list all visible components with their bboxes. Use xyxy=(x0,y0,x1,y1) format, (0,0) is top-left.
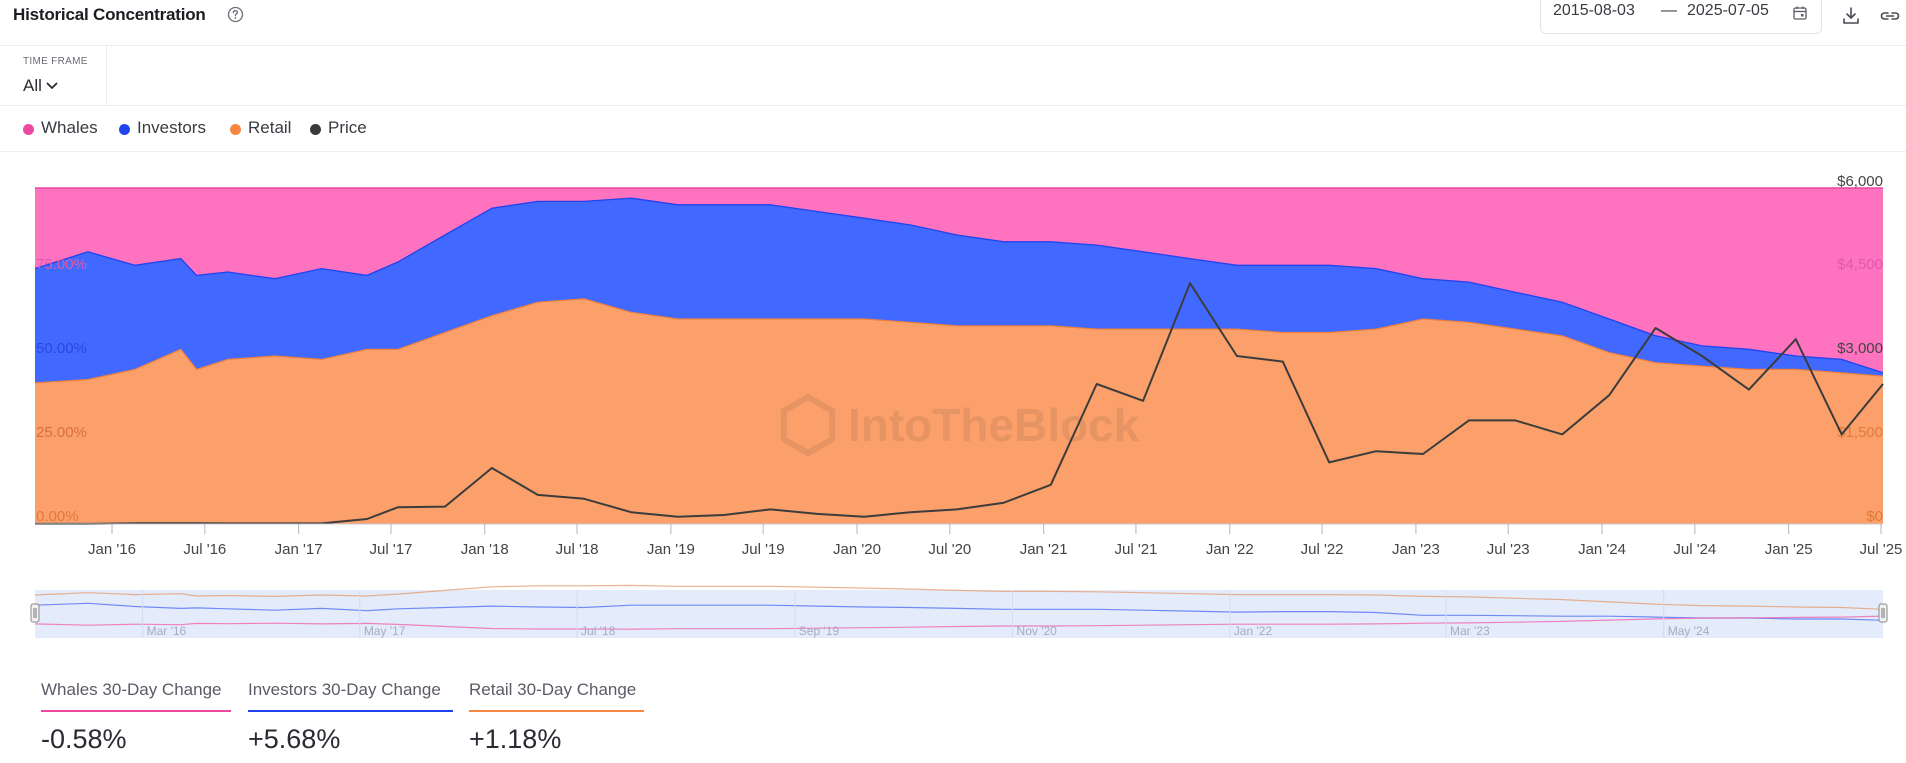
x-tick-label: Jan '25 xyxy=(1765,541,1813,558)
y-left-tick-label: 50.00% xyxy=(36,340,87,357)
y-left-tick-label: 0.00% xyxy=(36,508,79,525)
x-tick-label: Jan '22 xyxy=(1206,541,1254,558)
retail-boundary-line xyxy=(34,298,1884,384)
y-right-tick-label: $3,000 xyxy=(1837,340,1883,357)
series-area-retail xyxy=(35,298,1883,524)
metric-label: Retail 30-Day Change xyxy=(469,680,637,699)
legend-dot xyxy=(310,124,321,135)
legend-dot xyxy=(230,124,241,135)
chevron-down-icon[interactable] xyxy=(46,81,58,91)
metric-underline xyxy=(41,710,231,712)
series-line-price xyxy=(35,282,1884,525)
metric-value: -0.58% xyxy=(41,724,127,754)
navigator-line-retail xyxy=(34,584,1884,610)
calendar-icon[interactable] xyxy=(1792,5,1808,21)
legend-label: Retail xyxy=(248,118,292,137)
date-separator: — xyxy=(1661,2,1677,19)
x-tick-label: Jul '17 xyxy=(369,541,412,558)
x-tick-label: Jan '18 xyxy=(461,541,509,558)
navigator-tick-label: May '17 xyxy=(364,624,406,638)
chart-legend: Whales Investors Retail Price xyxy=(0,106,1906,152)
timeframe-selector[interactable]: TIME FRAME All xyxy=(0,46,107,106)
navigator-tick-label: Sep '19 xyxy=(799,624,840,638)
page-title: Historical Concentration xyxy=(13,5,206,24)
navigator-tick-label: Nov '20 xyxy=(1017,624,1058,638)
y-right-tick-label: $0 xyxy=(1866,508,1883,525)
date-end[interactable]: 2025-07-05 xyxy=(1687,2,1769,19)
metric-value: +1.18% xyxy=(469,724,562,754)
navigator-background xyxy=(35,590,1883,638)
navigator-line-whales xyxy=(34,615,1884,630)
x-tick-label: Jan '16 xyxy=(88,541,136,558)
navigator-line-investors xyxy=(34,602,1884,621)
metric-underline xyxy=(248,710,453,712)
concentration-chart[interactable]: IntoTheBlock 0.00% 25.00% 50.00% 75.00% $0 $1,… xyxy=(0,160,1906,660)
metric-label: Whales 30-Day Change xyxy=(41,680,222,699)
y-right-tick-label: $4,500 xyxy=(1837,256,1883,273)
download-icon[interactable] xyxy=(1840,5,1862,27)
investors-boundary-line xyxy=(34,197,1884,374)
x-tick-label: Jan '20 xyxy=(833,541,881,558)
metric-label: Investors 30-Day Change xyxy=(248,680,441,699)
navigator-tick-label: May '24 xyxy=(1668,624,1710,638)
watermark-logo-icon xyxy=(780,393,836,457)
navigator-tick-label: Mar '16 xyxy=(147,624,187,638)
y-right-tick-label: $1,500 xyxy=(1837,424,1883,441)
legend-label: Investors xyxy=(137,118,206,137)
metric-underline xyxy=(469,710,644,712)
header-bar: Historical Concentration 2015-08-03 — 20… xyxy=(0,0,1906,46)
x-tick-label: Jul '16 xyxy=(183,541,226,558)
navigator-tick-label: Jan '22 xyxy=(1234,624,1273,638)
x-tick-label: Jul '20 xyxy=(928,541,971,558)
navigator-tick-label: Jul '18 xyxy=(581,624,616,638)
x-tick-label: Jan '21 xyxy=(1020,541,1068,558)
navigator-handle[interactable] xyxy=(30,603,40,623)
x-tick-label: Jul '23 xyxy=(1487,541,1530,558)
legend-dot xyxy=(119,124,130,135)
y-left-tick-label: 75.00% xyxy=(36,256,87,273)
x-tick-label: Jul '19 xyxy=(742,541,785,558)
metric-value: +5.68% xyxy=(248,724,341,754)
x-tick-label: Jul '21 xyxy=(1115,541,1158,558)
x-tick-label: Jan '23 xyxy=(1392,541,1440,558)
x-tick-label: Jul '18 xyxy=(556,541,599,558)
x-tick-label: Jul '24 xyxy=(1673,541,1716,558)
navigator-handle[interactable] xyxy=(1878,603,1888,623)
timeframe-value[interactable]: All xyxy=(23,76,42,95)
y-right-tick-label: $6,000 xyxy=(1837,173,1883,190)
x-tick-label: Jan '24 xyxy=(1578,541,1626,558)
legend-dot xyxy=(23,124,34,135)
navigator-handle-grip xyxy=(30,603,40,623)
x-tick-label: Jul '22 xyxy=(1301,541,1344,558)
legend-label: Price xyxy=(328,118,367,137)
timeframe-row: TIME FRAME All xyxy=(0,46,1906,106)
timeframe-label: TIME FRAME xyxy=(23,56,88,67)
x-tick-label: Jan '17 xyxy=(275,541,323,558)
navigator-tick-label: Mar '23 xyxy=(1450,624,1490,638)
x-tick-label: Jul '25 xyxy=(1860,541,1903,558)
date-range-picker[interactable]: 2015-08-03 — 2025-07-05 xyxy=(1540,0,1822,34)
legend-label: Whales xyxy=(41,118,98,137)
navigator-handle-grip xyxy=(1878,603,1888,623)
link-icon[interactable] xyxy=(1879,5,1901,27)
help-icon[interactable] xyxy=(227,6,244,23)
watermark: IntoTheBlock xyxy=(780,393,1140,457)
date-start[interactable]: 2015-08-03 xyxy=(1553,2,1635,19)
x-tick-label: Jan '19 xyxy=(647,541,695,558)
y-left-tick-label: 25.00% xyxy=(36,424,87,441)
watermark-text: IntoTheBlock xyxy=(848,399,1140,451)
